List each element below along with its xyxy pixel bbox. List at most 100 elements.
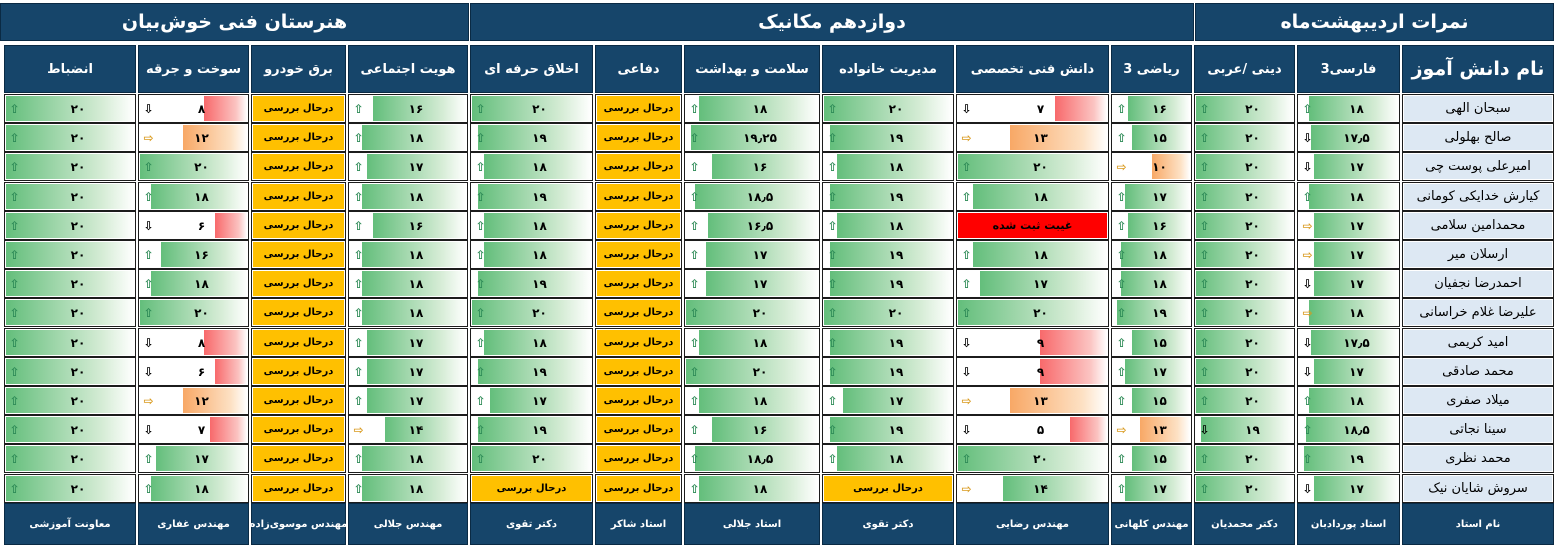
grade-cell-farsi[interactable]: ⇨ ۱۸: [1297, 298, 1400, 327]
grade-cell-riazi[interactable]: ⇨ ۱۳: [1111, 415, 1192, 444]
grade-cell-akhlagh[interactable]: ⇧ ۱۸: [470, 328, 593, 357]
grade-cell-modiriat[interactable]: ⇧ ۱۹: [822, 328, 954, 357]
grade-cell-enzebat[interactable]: ⇧ ۲۰: [4, 415, 136, 444]
grade-cell-dini[interactable]: ⇧ ۲۰: [1194, 298, 1295, 327]
grade-cell-akhlagh[interactable]: ⇧ ۱۸: [470, 152, 593, 181]
grade-cell-danesh[interactable]: ⇧ ۱۸: [956, 182, 1109, 211]
under-review-badge[interactable]: درحال بررسی: [595, 211, 682, 240]
grade-cell-riazi[interactable]: ⇧ ۱۷: [1111, 182, 1192, 211]
grade-cell-salamat[interactable]: ⇧ ۱۸٫۵: [684, 444, 820, 473]
grade-cell-hoviat[interactable]: ⇧ ۱۸: [348, 474, 468, 503]
grade-cell-riazi[interactable]: ⇧ ۱۶: [1111, 211, 1192, 240]
grade-cell-danesh[interactable]: ⇩ ۹: [956, 328, 1109, 357]
grade-cell-hoviat[interactable]: ⇧ ۱۷: [348, 386, 468, 415]
grade-cell-danesh[interactable]: ⇩ ۵: [956, 415, 1109, 444]
grade-cell-akhlagh[interactable]: ⇧ ۱۹: [470, 415, 593, 444]
grade-cell-salamat[interactable]: ⇧ ۱۹٫۲۵: [684, 123, 820, 152]
grade-cell-farsi[interactable]: ⇩ ۱۷٫۵: [1297, 123, 1400, 152]
grade-cell-danesh[interactable]: ⇧ ۱۷: [956, 269, 1109, 298]
grade-cell-salamat[interactable]: ⇧ ۱۶: [684, 152, 820, 181]
grade-cell-salamat[interactable]: ⇧ ۱۶: [684, 415, 820, 444]
under-review-badge[interactable]: درحال بررسی: [251, 298, 346, 327]
grade-cell-riazi[interactable]: ⇧ ۱۸: [1111, 269, 1192, 298]
grade-cell-modiriat[interactable]: ⇧ ۱۹: [822, 269, 954, 298]
grade-cell-farsi[interactable]: ⇧ ۱۹: [1297, 444, 1400, 473]
grade-cell-modiriat[interactable]: ⇧ ۱۸: [822, 152, 954, 181]
grade-cell-riazi[interactable]: ⇧ ۱۷: [1111, 357, 1192, 386]
under-review-badge[interactable]: درحال بررسی: [470, 474, 593, 503]
grade-cell-riazi[interactable]: ⇧ ۱۶: [1111, 94, 1192, 123]
grade-cell-danesh[interactable]: ⇨ ۱۴: [956, 474, 1109, 503]
grade-cell-hoviat[interactable]: ⇧ ۱۷: [348, 328, 468, 357]
grade-cell-modiriat[interactable]: ⇧ ۱۹: [822, 182, 954, 211]
under-review-badge[interactable]: درحال بررسی: [251, 444, 346, 473]
under-review-badge[interactable]: درحال بررسی: [595, 240, 682, 269]
grade-cell-farsi[interactable]: ⇧ ۱۸: [1297, 182, 1400, 211]
grade-cell-enzebat[interactable]: ⇧ ۲۰: [4, 328, 136, 357]
student-name-cell[interactable]: میلاد صفری: [1402, 386, 1554, 415]
grade-cell-riazi[interactable]: ⇧ ۱۹: [1111, 298, 1192, 327]
grade-cell-akhlagh[interactable]: ⇧ ۱۸: [470, 240, 593, 269]
grade-cell-danesh[interactable]: ⇩ ۹: [956, 357, 1109, 386]
student-name-cell[interactable]: سینا نجاتی: [1402, 415, 1554, 444]
student-name-cell[interactable]: ارسلان میر: [1402, 240, 1554, 269]
grade-cell-riazi[interactable]: ⇧ ۱۷: [1111, 474, 1192, 503]
grade-cell-sookht[interactable]: ⇩ ۷: [138, 415, 249, 444]
student-name-cell[interactable]: امید کریمی: [1402, 328, 1554, 357]
grade-cell-hoviat[interactable]: ⇧ ۱۸: [348, 298, 468, 327]
grade-cell-sookht[interactable]: ⇧ ۲۰: [138, 298, 249, 327]
grade-cell-dini[interactable]: ⇧ ۲۰: [1194, 123, 1295, 152]
grade-cell-sookht[interactable]: ⇩ ۶: [138, 211, 249, 240]
grade-cell-enzebat[interactable]: ⇧ ۲۰: [4, 123, 136, 152]
grade-cell-danesh[interactable]: ⇨ ۱۳: [956, 123, 1109, 152]
grade-cell-akhlagh[interactable]: ⇧ ۱۹: [470, 182, 593, 211]
grade-cell-enzebat[interactable]: ⇧ ۲۰: [4, 182, 136, 211]
grade-cell-riazi[interactable]: ⇧ ۱۵: [1111, 386, 1192, 415]
grade-cell-farsi[interactable]: ⇧ ۱۸: [1297, 386, 1400, 415]
grade-cell-dini[interactable]: ⇧ ۲۰: [1194, 269, 1295, 298]
student-name-cell[interactable]: علیرضا غلام خراسانی: [1402, 298, 1554, 327]
under-review-badge[interactable]: درحال بررسی: [595, 298, 682, 327]
grade-cell-salamat[interactable]: ⇧ ۱۸: [684, 328, 820, 357]
grade-cell-enzebat[interactable]: ⇧ ۲۰: [4, 474, 136, 503]
grade-cell-akhlagh[interactable]: ⇧ ۲۰: [470, 444, 593, 473]
grade-cell-modiriat[interactable]: ⇧ ۱۹: [822, 123, 954, 152]
under-review-badge[interactable]: درحال بررسی: [251, 328, 346, 357]
grade-cell-hoviat[interactable]: ⇧ ۱۸: [348, 240, 468, 269]
grade-cell-riazi[interactable]: ⇧ ۱۵: [1111, 328, 1192, 357]
grade-cell-sookht[interactable]: ⇧ ۱۶: [138, 240, 249, 269]
grade-cell-dini[interactable]: ⇧ ۲۰: [1194, 240, 1295, 269]
grade-cell-sookht[interactable]: ⇧ ۱۷: [138, 444, 249, 473]
under-review-badge[interactable]: درحال بررسی: [251, 357, 346, 386]
grade-cell-dini[interactable]: ⇧ ۲۰: [1194, 182, 1295, 211]
grade-cell-dini[interactable]: ⇧ ۲۰: [1194, 152, 1295, 181]
grade-cell-akhlagh[interactable]: ⇧ ۱۹: [470, 123, 593, 152]
grade-cell-hoviat[interactable]: ⇨ ۱۴: [348, 415, 468, 444]
grade-cell-salamat[interactable]: ⇧ ۱۸: [684, 94, 820, 123]
grade-cell-farsi[interactable]: ⇧ ۱۸: [1297, 94, 1400, 123]
grade-cell-danesh[interactable]: ⇧ ۲۰: [956, 298, 1109, 327]
grade-cell-modiriat[interactable]: ⇧ ۱۹: [822, 415, 954, 444]
student-name-cell[interactable]: محمدامین سلامی: [1402, 211, 1554, 240]
under-review-badge[interactable]: درحال بررسی: [251, 182, 346, 211]
under-review-badge[interactable]: درحال بررسی: [595, 123, 682, 152]
grade-cell-hoviat[interactable]: ⇧ ۱۸: [348, 269, 468, 298]
under-review-badge[interactable]: درحال بررسی: [822, 474, 954, 503]
grade-cell-farsi[interactable]: ⇩ ۱۷: [1297, 474, 1400, 503]
grade-cell-akhlagh[interactable]: ⇧ ۱۸: [470, 211, 593, 240]
under-review-badge[interactable]: درحال بررسی: [251, 94, 346, 123]
grade-cell-modiriat[interactable]: ⇧ ۲۰: [822, 298, 954, 327]
under-review-badge[interactable]: درحال بررسی: [595, 444, 682, 473]
grade-cell-dini[interactable]: ⇧ ۲۰: [1194, 211, 1295, 240]
grade-cell-akhlagh[interactable]: ⇧ ۱۹: [470, 357, 593, 386]
grade-cell-salamat[interactable]: ⇧ ۱۸: [684, 386, 820, 415]
grade-cell-akhlagh[interactable]: ⇧ ۲۰: [470, 94, 593, 123]
under-review-badge[interactable]: درحال بررسی: [595, 474, 682, 503]
under-review-badge[interactable]: درحال بررسی: [251, 474, 346, 503]
grade-cell-sookht[interactable]: ⇧ ۲۰: [138, 152, 249, 181]
grade-cell-hoviat[interactable]: ⇧ ۱۸: [348, 444, 468, 473]
student-name-cell[interactable]: سروش شایان نیک: [1402, 474, 1554, 503]
grade-cell-enzebat[interactable]: ⇧ ۲۰: [4, 357, 136, 386]
grade-cell-danesh[interactable]: ⇧ ۱۸: [956, 240, 1109, 269]
under-review-badge[interactable]: درحال بررسی: [595, 94, 682, 123]
